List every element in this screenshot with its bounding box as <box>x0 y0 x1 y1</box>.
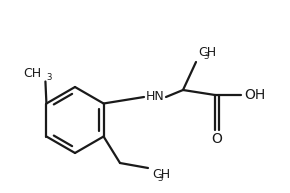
Text: CH: CH <box>152 168 170 181</box>
Text: CH: CH <box>23 67 41 80</box>
Text: OH: OH <box>244 88 266 102</box>
Text: O: O <box>211 132 222 146</box>
Text: 3: 3 <box>203 52 209 61</box>
Text: 3: 3 <box>46 73 52 81</box>
Text: CH: CH <box>198 47 216 59</box>
Text: 3: 3 <box>157 174 162 183</box>
Text: HN: HN <box>146 91 164 103</box>
